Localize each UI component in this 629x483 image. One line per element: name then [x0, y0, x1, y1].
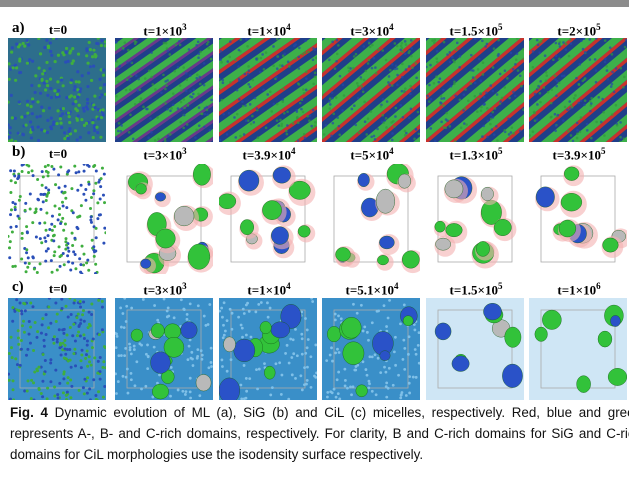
time-label: t=1.3×105	[424, 146, 528, 163]
time-exponent: 5	[497, 281, 503, 291]
time-label: t=1.5×105	[424, 22, 528, 39]
time-exponent: 3	[182, 22, 187, 32]
time-label: t=5×104	[320, 146, 424, 163]
row-label: a)	[12, 20, 25, 36]
time-exponent: 4	[286, 281, 291, 291]
snapshot	[322, 38, 420, 142]
time-text: t=5.1×10	[345, 282, 394, 298]
time-label: t=1.5×105	[424, 281, 528, 298]
time-label: t=3.9×104	[217, 146, 321, 163]
time-text: t=1.5×10	[449, 282, 498, 298]
snapshot	[529, 38, 627, 142]
time-label: t=0	[6, 281, 110, 297]
snapshot	[219, 298, 317, 400]
caption-label: Fig. 4	[10, 405, 48, 420]
time-text: t=0	[48, 281, 68, 296]
time-text: t=3×10	[350, 23, 390, 39]
time-exponent: 6	[596, 281, 601, 291]
time-exponent: 5	[497, 146, 503, 156]
top-rule	[0, 0, 629, 7]
caption-text: Dynamic evolution of ML (a), SiG (b) and…	[10, 405, 629, 462]
time-text: t=1.3×10	[449, 147, 498, 163]
snapshot	[426, 38, 524, 142]
snapshot	[115, 298, 213, 400]
time-text: t=1.5×10	[449, 23, 498, 39]
time-exponent: 4	[286, 22, 291, 32]
snapshot	[529, 164, 627, 274]
time-text: t=3×10	[143, 282, 183, 298]
time-text: t=1×10	[557, 282, 597, 298]
time-exponent: 5	[497, 22, 503, 32]
time-text: t=0	[48, 146, 68, 161]
snapshot	[426, 298, 524, 400]
time-text: t=5×10	[350, 147, 390, 163]
snapshot	[529, 298, 627, 400]
time-text: t=0	[48, 22, 68, 37]
snapshot	[322, 298, 420, 400]
snapshot	[322, 164, 420, 274]
time-label: t=3×104	[320, 22, 424, 39]
time-exponent: 4	[389, 22, 394, 32]
time-text: t=1×10	[247, 23, 287, 39]
time-text: t=2×10	[557, 23, 597, 39]
snapshot	[219, 164, 317, 274]
time-label: t=0	[6, 22, 110, 38]
time-exponent: 5	[600, 146, 606, 156]
snapshot	[219, 38, 317, 142]
snapshot	[8, 38, 106, 142]
row-label: b)	[12, 144, 26, 160]
time-label: t=1×106	[527, 281, 629, 298]
time-label: t=3×103	[113, 281, 217, 298]
snapshot	[8, 298, 106, 400]
time-label: t=3×103	[113, 146, 217, 163]
time-exponent: 3	[182, 146, 187, 156]
time-label: t=3.9×105	[527, 146, 629, 163]
time-text: t=3×10	[143, 147, 183, 163]
time-text: t=3.9×10	[552, 147, 601, 163]
time-label: t=5.1×104	[320, 281, 424, 298]
row-label: c)	[12, 279, 24, 295]
time-exponent: 3	[182, 281, 187, 291]
snapshot	[8, 164, 106, 274]
time-label: t=1×104	[217, 22, 321, 39]
time-exponent: 5	[596, 22, 601, 32]
snapshot	[115, 164, 213, 274]
time-label: t=2×105	[527, 22, 629, 39]
snapshot	[426, 164, 524, 274]
time-label: t=1×103	[113, 22, 217, 39]
time-exponent: 4	[290, 146, 296, 156]
time-label: t=1×104	[217, 281, 321, 298]
caption: Fig. 4 Dynamic evolution of ML (a), SiG …	[10, 402, 629, 465]
time-text: t=3.9×10	[242, 147, 291, 163]
time-exponent: 4	[389, 146, 394, 156]
snapshot	[115, 38, 213, 142]
time-text: t=1×10	[247, 282, 287, 298]
time-text: t=1×10	[143, 23, 183, 39]
time-exponent: 4	[393, 281, 399, 291]
time-label: t=0	[6, 146, 110, 162]
